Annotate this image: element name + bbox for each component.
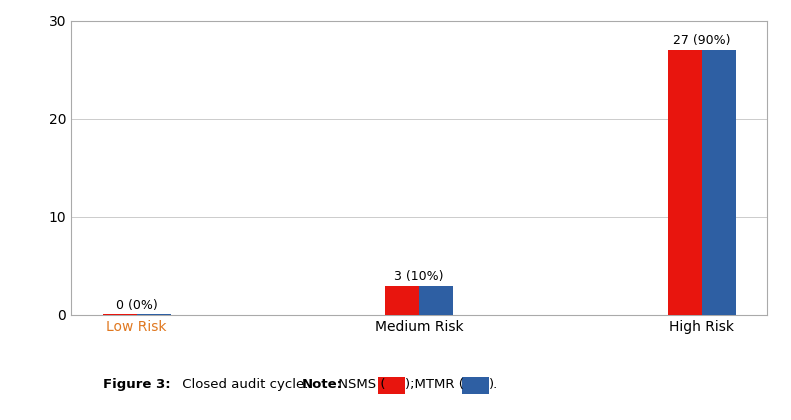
Text: ).: ). [489,378,498,391]
Bar [137,313,171,315]
Text: Closed audit cycle.: Closed audit cycle. [178,378,312,391]
Bar [419,286,453,315]
Text: 27 (90%): 27 (90%) [673,34,730,47]
Bar [702,50,736,315]
Text: NSMS (: NSMS ( [334,378,385,391]
Bar [668,50,702,315]
Text: 3 (10%): 3 (10%) [395,270,444,283]
Bar [385,286,419,315]
Bar [103,313,137,315]
Text: Note:: Note: [302,378,343,391]
Text: Figure 3:: Figure 3: [103,378,170,391]
Text: );MTMR (: );MTMR ( [405,378,464,391]
Text: 0 (0%): 0 (0%) [115,299,157,312]
